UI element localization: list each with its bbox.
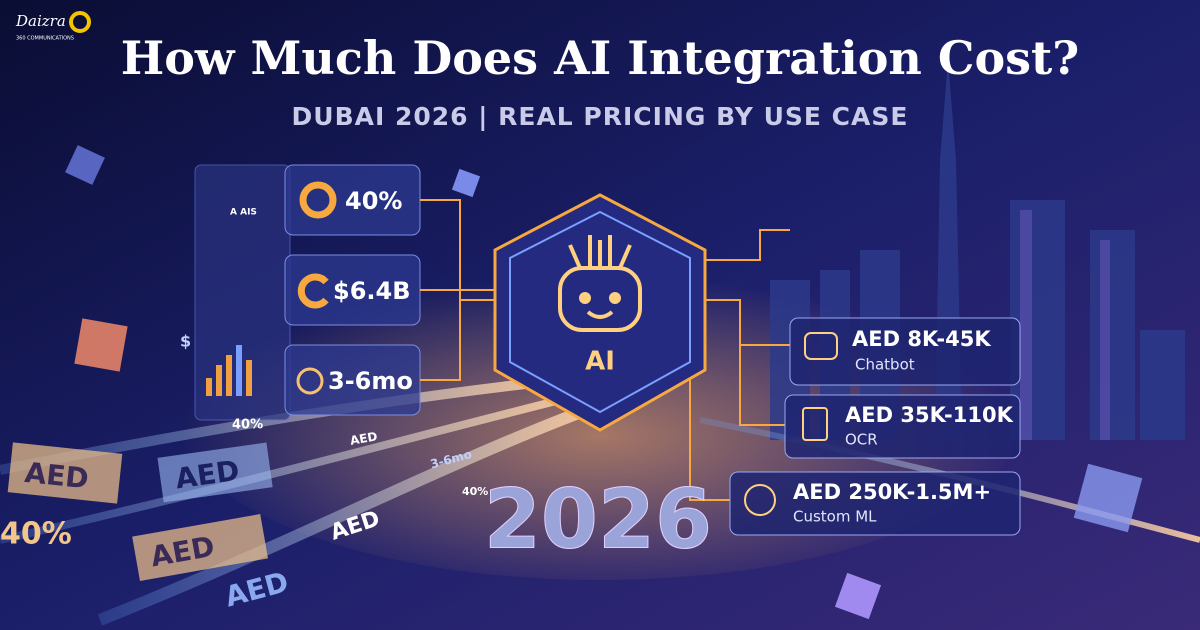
price: AED 35K-110K	[845, 403, 1014, 427]
title: How Much Does AI Integration Cost?	[121, 31, 1080, 85]
logo-mark	[69, 11, 91, 33]
hub-label: AI	[585, 347, 615, 377]
decor-text: A AIS	[230, 208, 257, 218]
decor: AED AED AED AED AED 40% 40% 3-6mo $ AED …	[0, 208, 488, 614]
stat-value: 40%	[345, 187, 402, 215]
price: AED 8K-45K	[852, 327, 991, 351]
robot	[558, 235, 642, 332]
dashboard-bars	[206, 345, 252, 396]
hub-inner	[509, 210, 691, 414]
year: 2026	[484, 472, 712, 567]
stat-card: $6.4B	[284, 254, 421, 326]
decor-text: AED	[349, 429, 378, 448]
stat-value: 3-6mo	[328, 367, 413, 395]
price-label: Custom ML	[793, 508, 877, 526]
logo-name: Daizra	[15, 12, 66, 30]
stat-card: 40%	[284, 164, 421, 236]
price-label: Chatbot	[855, 356, 915, 374]
stat-card: 3-6mo	[284, 344, 421, 416]
logo-tagline: 360 COMMUNICATIONS	[16, 36, 74, 42]
decor-text: 40%	[462, 485, 488, 498]
price-card: AED 8K-45K Chatbot	[789, 317, 1021, 386]
decor-text: AED	[23, 456, 90, 496]
stat-value: $6.4B	[333, 277, 411, 305]
decor-text: $	[180, 332, 191, 351]
price-card: AED 35K-110K OCR	[784, 394, 1021, 459]
price-label: OCR	[845, 431, 878, 449]
decor-text: 40%	[0, 517, 72, 552]
cubes	[65, 145, 1143, 620]
subtitle: DUBAI 2026 | REAL PRICING BY USE CASE	[292, 102, 909, 131]
skyline-highlight	[1020, 210, 1110, 440]
price-card: AED 250K-1.5M+ Custom ML	[729, 471, 1021, 536]
decor-text: 40%	[232, 418, 263, 433]
connectors	[420, 199, 790, 501]
price: AED 250K-1.5M+	[793, 480, 991, 504]
hub	[493, 193, 707, 432]
